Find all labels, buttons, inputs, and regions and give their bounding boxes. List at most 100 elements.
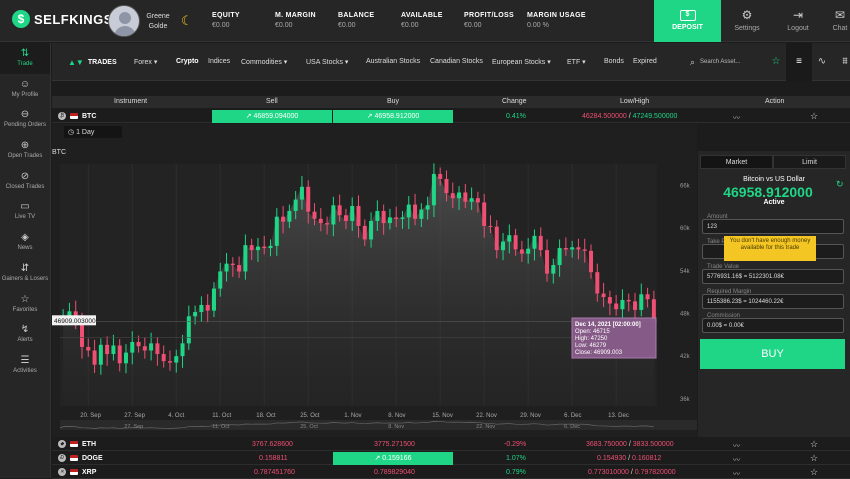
tooltip-line: High: 47250 bbox=[575, 336, 608, 342]
sidebar-item-live-tv[interactable]: ▭ Live TV bbox=[0, 196, 50, 227]
x-tick-label: 4. Oct bbox=[168, 413, 184, 419]
candle bbox=[469, 198, 474, 202]
star-icon[interactable]: ☆ bbox=[810, 453, 819, 463]
settings-button[interactable]: ⚙ Settings bbox=[729, 8, 765, 32]
candle bbox=[406, 204, 411, 218]
candle bbox=[369, 220, 374, 240]
interval-select[interactable]: ◷ 1 Day bbox=[64, 126, 122, 138]
col-change: Change bbox=[502, 98, 527, 105]
avatar[interactable] bbox=[108, 5, 140, 37]
amount-label: Amount bbox=[707, 214, 728, 220]
candle bbox=[79, 319, 84, 347]
nav-bonds[interactable]: Bonds bbox=[604, 58, 624, 65]
table-row[interactable]: ◆ ETH 3767.628600 3775.271500 -0.29% 3683… bbox=[52, 438, 850, 451]
candle bbox=[98, 344, 103, 365]
sell-button[interactable]: 3767.628600 bbox=[252, 441, 293, 448]
star-icon[interactable]: ☆ bbox=[810, 467, 819, 477]
nav-commodities[interactable]: Commodities ▾ bbox=[241, 59, 288, 66]
chart-view-button[interactable]: ∿ bbox=[809, 43, 835, 81]
low-high-value: 0.154930 / 0.160812 bbox=[597, 455, 662, 462]
refresh-icon[interactable]: ↻ bbox=[836, 179, 844, 189]
buy-button[interactable]: ↗ 0.159166 bbox=[333, 452, 453, 465]
sell-button[interactable]: 0.158811 bbox=[259, 455, 288, 462]
sell-button[interactable]: ↗ 46859.094000 bbox=[212, 110, 332, 123]
x-tick-label: 27. Sep bbox=[124, 413, 145, 419]
instrument-price: 46958.912000 bbox=[723, 184, 813, 200]
candlestick-chart[interactable]: 46909.003000 66k 60k 54k 48k 42k 36k 20. Sep 27.… bbox=[52, 124, 697, 437]
tooltip-line: Open: 46715 bbox=[575, 329, 610, 335]
sidebar-item-trade[interactable]: ⇅ Trade bbox=[0, 43, 50, 74]
logout-icon: ⇥ bbox=[792, 8, 804, 22]
buy-button[interactable]: 0.789829040 bbox=[374, 469, 415, 476]
favorites-filter-button[interactable]: ☆ bbox=[763, 43, 789, 81]
table-row[interactable]: ₿ BTC ↗ 46859.094000 ↗ 46958.912000 0.41%… bbox=[52, 110, 850, 123]
chart-toggle-icon[interactable]: 〰 bbox=[733, 443, 740, 450]
star-icon[interactable]: ☆ bbox=[810, 111, 819, 121]
candle bbox=[174, 356, 179, 363]
amount-input[interactable]: 123 bbox=[702, 219, 844, 234]
y-tick-label: 36k bbox=[680, 397, 691, 403]
star-icon[interactable]: ☆ bbox=[810, 439, 819, 449]
sidebar-item-news[interactable]: ◈ News bbox=[0, 227, 50, 258]
candle bbox=[482, 202, 487, 226]
nav-european-stocks[interactable]: European Stocks ▾ bbox=[492, 59, 551, 66]
candle bbox=[651, 299, 656, 322]
logo[interactable]: $ SELFKINGS bbox=[12, 10, 113, 28]
nav-etf[interactable]: ETF ▾ bbox=[567, 59, 586, 66]
nav-expired[interactable]: Expired bbox=[633, 58, 657, 65]
nav-indices[interactable]: Indices bbox=[208, 58, 231, 65]
candle bbox=[607, 297, 612, 304]
gear-icon: ⚙ bbox=[741, 8, 753, 22]
table-row[interactable]: ✕ XRP 0.787451760 0.789829040 0.79% 0.773… bbox=[52, 466, 850, 479]
tab-market[interactable]: Market bbox=[700, 155, 773, 169]
candle bbox=[293, 199, 298, 211]
deposit-button[interactable]: $ DEPOSIT bbox=[654, 0, 721, 42]
candle bbox=[281, 216, 286, 222]
search-box[interactable]: ⌕ Search Asset... bbox=[690, 54, 770, 70]
chart-toggle-icon[interactable]: 〰 bbox=[733, 471, 740, 478]
stat-equity: EQUITY €0.00 bbox=[212, 12, 240, 29]
sidebar-item-closed-trades[interactable]: ⊘ Closed Trades bbox=[0, 166, 50, 197]
instrument-cell: Ð DOGE bbox=[58, 454, 103, 462]
chart-toggle-icon[interactable]: 〰 bbox=[733, 115, 740, 122]
sidebar-item-open-trades[interactable]: ⊕ Open Trades bbox=[0, 135, 50, 166]
sidebar-item-favorites[interactable]: ☆ Favorites bbox=[0, 289, 50, 320]
candle bbox=[325, 223, 330, 225]
candle bbox=[155, 343, 160, 355]
sidebar-item-pending-orders[interactable]: ⊖ Pending Orders bbox=[0, 104, 50, 135]
candle bbox=[224, 263, 229, 272]
sidebar-item-gainers-losers[interactable]: ⇵ Gainers & Losers bbox=[1, 262, 49, 282]
nav-crypto[interactable]: Crypto bbox=[176, 58, 199, 65]
candle bbox=[538, 235, 543, 251]
sidebar-item-profile[interactable]: ☺ My Profile bbox=[0, 74, 50, 105]
logout-button[interactable]: ⇥ Logout bbox=[780, 8, 816, 32]
candle bbox=[457, 192, 462, 199]
buy-button[interactable]: BUY bbox=[700, 339, 845, 369]
chat-button[interactable]: ✉ Chat bbox=[822, 8, 850, 32]
sidebar-item-alerts[interactable]: ↯ Alerts bbox=[0, 319, 50, 350]
top-bar: $ SELFKINGS Greene Golde ☾ EQUITY €0.00 M.… bbox=[0, 0, 850, 42]
moon-icon[interactable]: ☾ bbox=[181, 13, 193, 28]
table-row[interactable]: Ð DOGE 0.158811 ↗ 0.159166 1.07% 0.154930… bbox=[52, 452, 850, 465]
sidebar-item-activities[interactable]: ☰ Activities bbox=[0, 350, 50, 381]
chart-symbol: BTC bbox=[52, 149, 66, 156]
nav-forex[interactable]: Forex ▾ bbox=[134, 59, 158, 66]
chart-toggle-icon[interactable]: 〰 bbox=[733, 457, 740, 464]
search-input[interactable]: Search Asset... bbox=[700, 59, 741, 65]
candle bbox=[237, 265, 242, 272]
list-view-button[interactable]: ≡ bbox=[786, 43, 812, 81]
trade-value-field: 5776931.16$ = 5122301.08€ bbox=[702, 269, 844, 284]
tab-limit[interactable]: Limit bbox=[773, 155, 846, 169]
chart-icon: ∿ bbox=[817, 56, 827, 67]
split-view-button[interactable]: ⩩ bbox=[832, 43, 850, 81]
buy-button[interactable]: 3775.271500 bbox=[374, 441, 415, 448]
nav-canadian-stocks[interactable]: Canadian Stocks bbox=[430, 58, 483, 65]
nav-usa-stocks[interactable]: USA Stocks ▾ bbox=[306, 59, 349, 66]
order-panel: Market Limit Bitcoin vs US Dollar 46958.… bbox=[698, 151, 850, 437]
alerts-icon: ↯ bbox=[20, 324, 30, 336]
nav-australian-stocks[interactable]: Australian Stocks bbox=[366, 58, 421, 65]
buy-button[interactable]: ↗ 46958.912000 bbox=[333, 110, 453, 123]
sell-button[interactable]: 0.787451760 bbox=[254, 469, 295, 476]
candle bbox=[230, 263, 235, 266]
commission-label: Commission bbox=[707, 313, 741, 319]
